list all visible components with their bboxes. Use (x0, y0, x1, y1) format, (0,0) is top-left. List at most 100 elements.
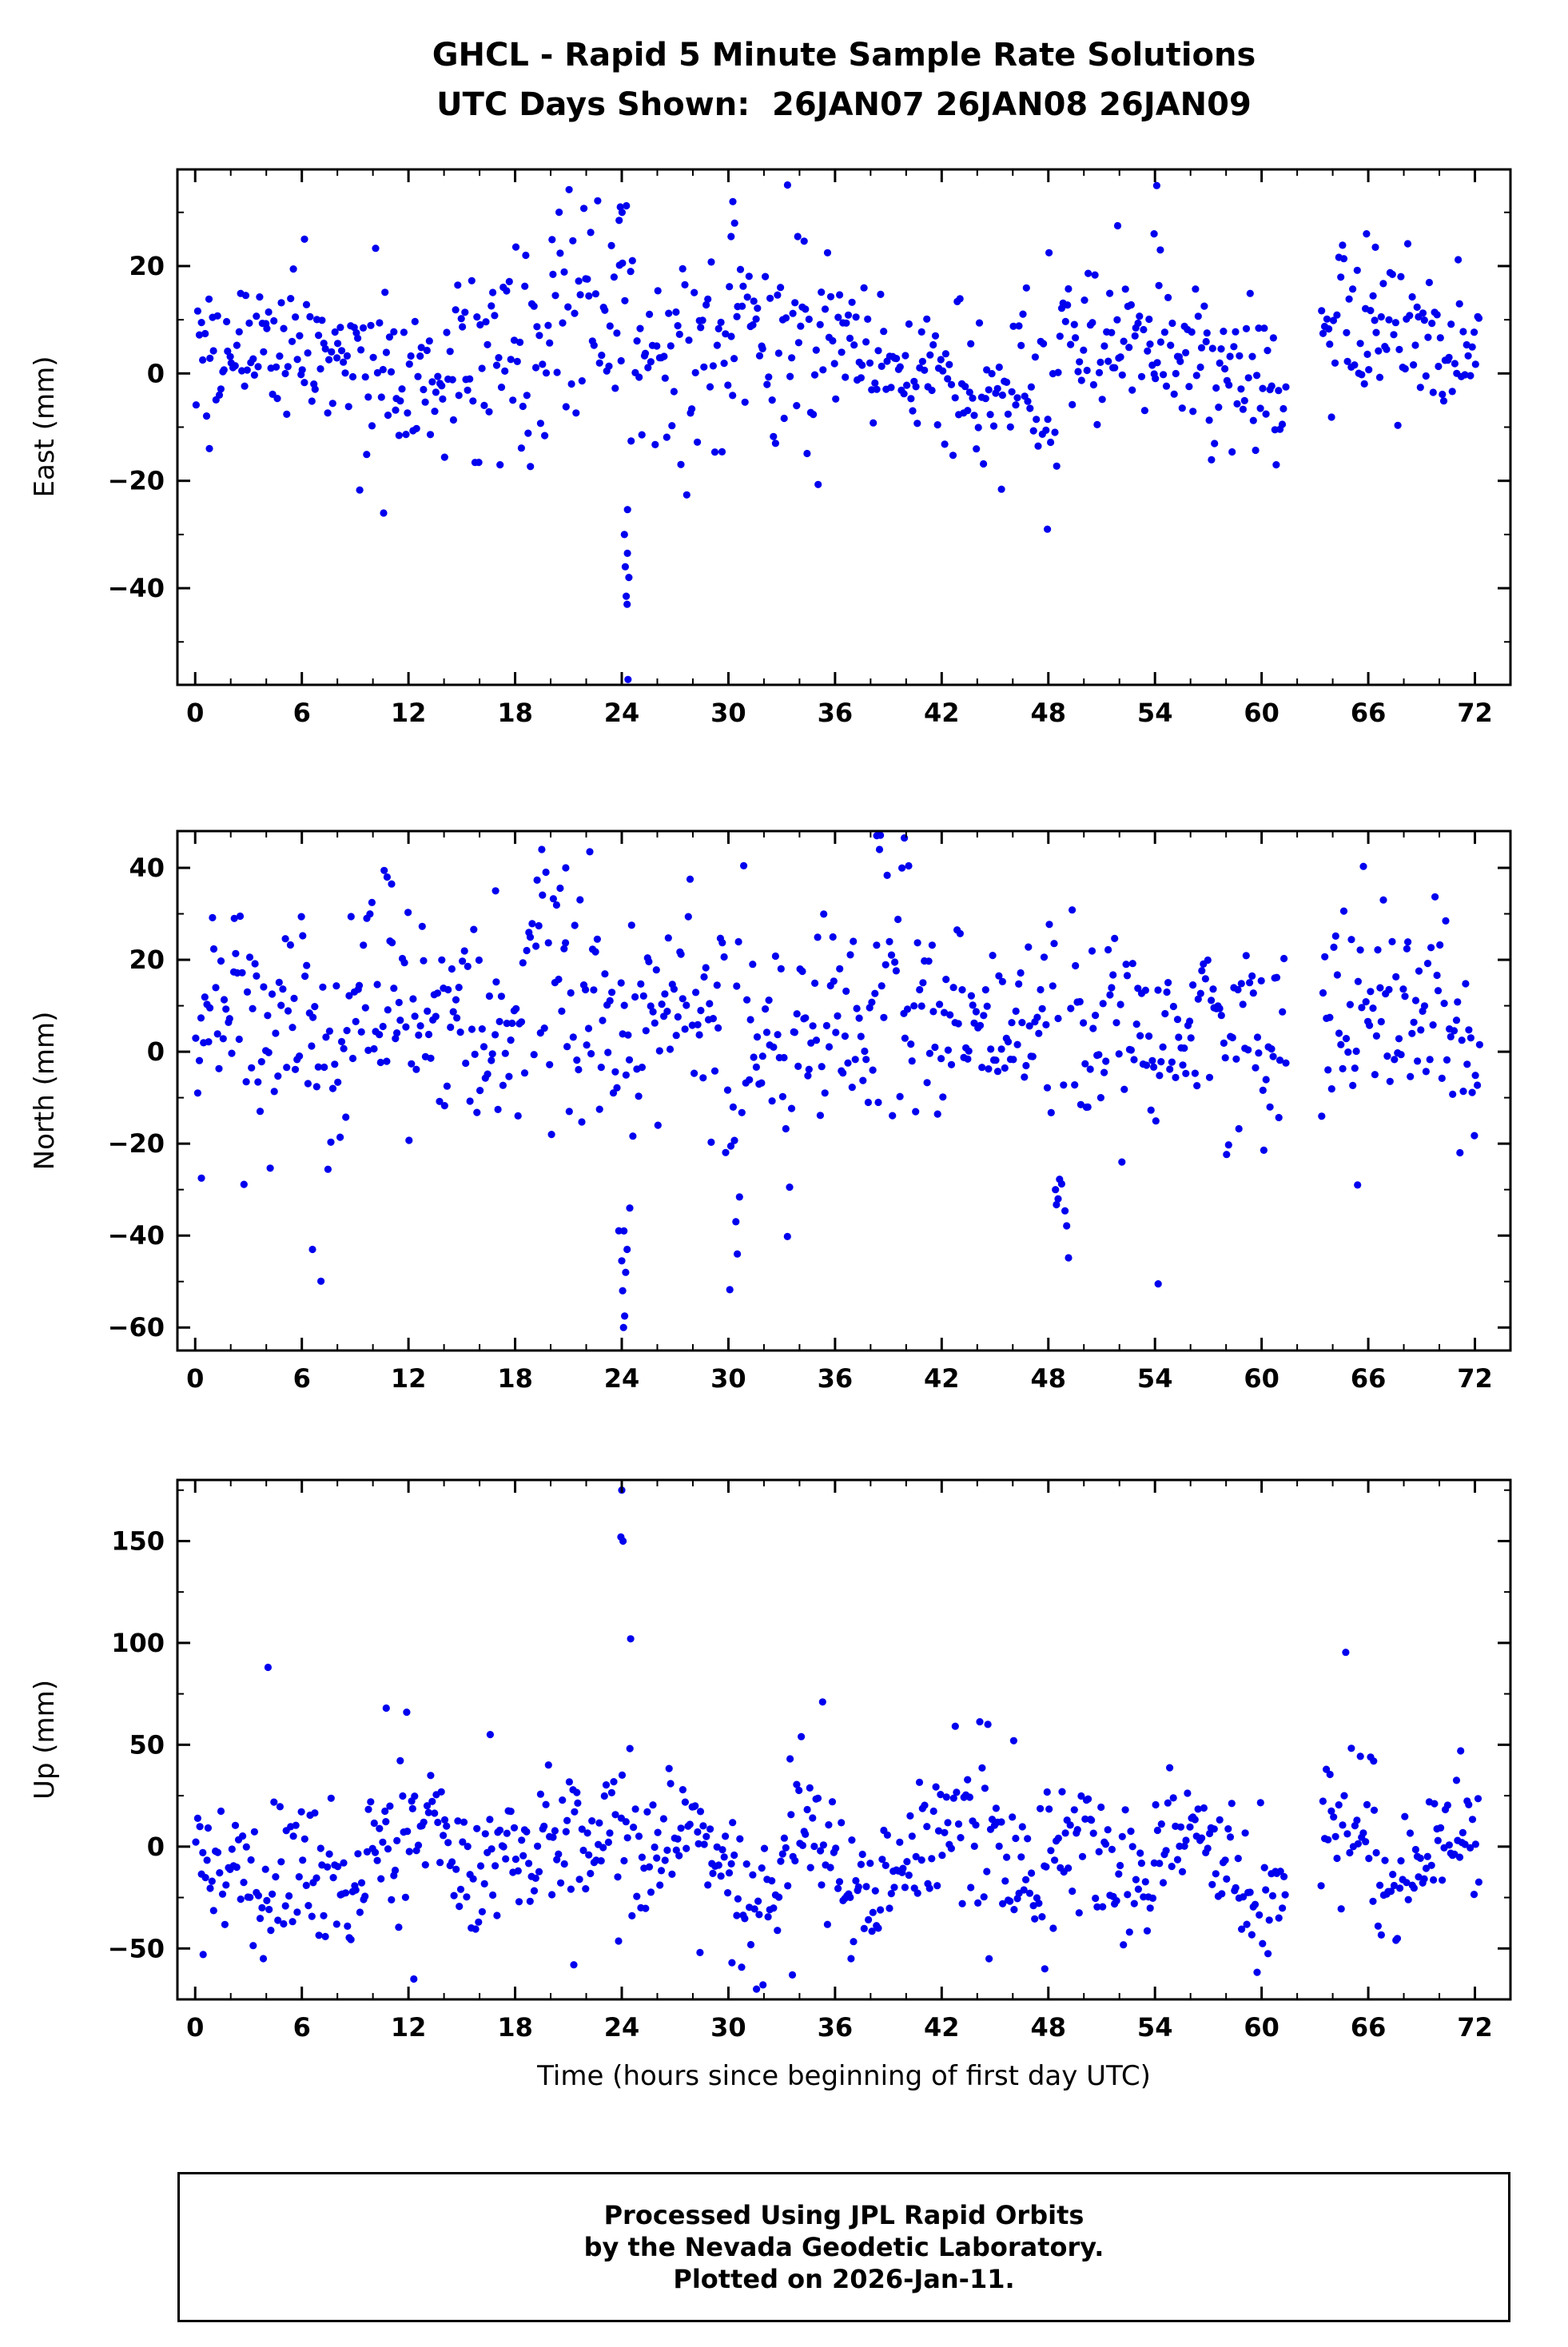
data-point (1437, 1824, 1445, 1832)
data-point (672, 1846, 680, 1854)
data-point (720, 360, 728, 368)
data-point (942, 1793, 950, 1801)
data-point (1169, 1794, 1177, 1802)
data-point (891, 958, 899, 966)
data-point (1356, 946, 1364, 954)
data-point (1185, 383, 1193, 391)
data-point (600, 1792, 608, 1800)
data-point (390, 985, 398, 993)
data-point (421, 398, 429, 406)
data-point (1383, 1052, 1391, 1060)
data-point (917, 1856, 925, 1864)
data-point (228, 1845, 236, 1853)
data-point (1162, 382, 1171, 390)
data-point (934, 1827, 943, 1835)
x-tick-label: 60 (1244, 698, 1279, 728)
data-point (668, 422, 676, 430)
data-point (544, 1761, 552, 1769)
data-point (357, 1028, 365, 1036)
data-point (750, 297, 758, 305)
x-tick-label: 30 (710, 1363, 746, 1394)
data-point (866, 1860, 874, 1868)
data-point (1391, 319, 1399, 327)
data-point (1038, 1004, 1046, 1012)
data-point (1367, 988, 1375, 996)
data-point (810, 371, 819, 379)
data-point (521, 282, 529, 290)
data-point (416, 352, 424, 360)
data-point (492, 978, 500, 986)
data-point (565, 1778, 574, 1786)
data-point (1196, 363, 1204, 372)
data-point (1080, 346, 1088, 354)
data-point (1232, 1055, 1240, 1063)
data-point (1137, 1860, 1145, 1868)
x-tick-label: 6 (293, 2012, 311, 2043)
data-point (597, 1857, 605, 1865)
data-point (992, 1056, 1000, 1064)
data-point (1150, 1063, 1158, 1071)
data-point (1137, 372, 1146, 380)
data-point (642, 1027, 650, 1035)
data-point (1262, 410, 1270, 418)
data-point (1143, 1061, 1151, 1069)
data-point (1042, 426, 1050, 435)
x-tick-label: 0 (186, 698, 204, 728)
data-point (371, 1848, 380, 1856)
data-point (1187, 1034, 1195, 1042)
data-point (1045, 249, 1053, 257)
data-point (548, 236, 556, 244)
data-point (246, 1893, 254, 1901)
data-point (655, 1047, 663, 1055)
data-point (1208, 1880, 1216, 1888)
data-point (1252, 1064, 1260, 1072)
data-point (915, 1778, 924, 1786)
data-point (328, 400, 336, 408)
data-point (530, 1051, 538, 1059)
data-point (192, 401, 200, 409)
data-point (619, 1537, 627, 1545)
data-point (697, 324, 705, 332)
data-point (754, 1897, 762, 1905)
data-point (553, 368, 561, 376)
data-point (418, 922, 426, 930)
data-point (1401, 993, 1409, 1000)
data-point (706, 1000, 714, 1008)
data-point (1143, 1927, 1152, 1935)
data-point (1436, 334, 1444, 342)
data-point (663, 1008, 671, 1016)
data-point (583, 1829, 591, 1837)
data-point (1044, 525, 1052, 533)
data-point (758, 1079, 766, 1087)
data-point (699, 1822, 707, 1830)
data-point (1410, 361, 1418, 369)
data-point (1086, 1065, 1094, 1073)
data-point (243, 988, 252, 996)
data-point (1111, 364, 1119, 372)
data-point (1193, 1082, 1201, 1090)
data-point (525, 1860, 533, 1868)
data-point (1403, 240, 1412, 248)
data-point (745, 272, 753, 280)
data-point (688, 1021, 696, 1029)
data-point (226, 352, 234, 360)
data-point (724, 381, 732, 389)
data-point (427, 1772, 435, 1780)
data-point (411, 317, 419, 325)
data-point (1035, 1029, 1043, 1037)
data-point (1136, 1849, 1144, 1857)
data-point (1329, 316, 1338, 324)
y-tick-label: 20 (129, 945, 165, 975)
data-point (1043, 1084, 1052, 1092)
data-point (549, 895, 558, 903)
data-point (273, 395, 281, 403)
data-point (284, 363, 292, 371)
data-point (476, 320, 484, 329)
data-point (1443, 1801, 1451, 1809)
data-point (341, 1889, 350, 1897)
data-point (1017, 1853, 1025, 1861)
data-point (1173, 1016, 1182, 1024)
data-point (356, 486, 364, 494)
data-point (677, 950, 685, 958)
data-point (497, 993, 506, 1000)
